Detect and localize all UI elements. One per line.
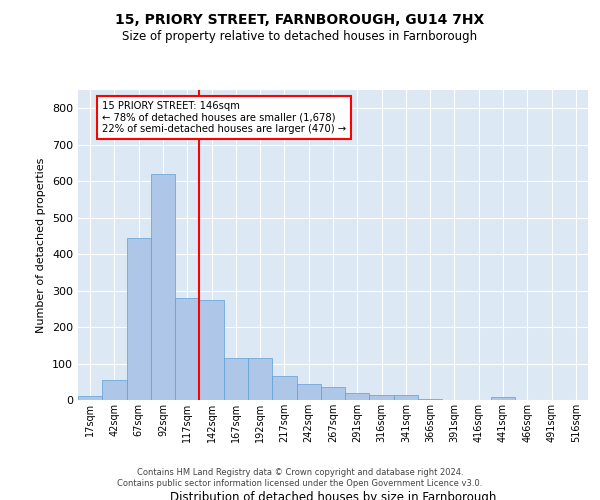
Y-axis label: Number of detached properties: Number of detached properties <box>37 158 46 332</box>
Bar <box>199 300 224 400</box>
Bar <box>224 358 248 400</box>
X-axis label: Distribution of detached houses by size in Farnborough: Distribution of detached houses by size … <box>170 491 496 500</box>
Bar <box>491 397 515 400</box>
Bar <box>321 387 345 400</box>
Bar <box>78 396 102 400</box>
Bar <box>370 394 394 400</box>
Text: 15, PRIORY STREET, FARNBOROUGH, GU14 7HX: 15, PRIORY STREET, FARNBOROUGH, GU14 7HX <box>115 12 485 26</box>
Bar <box>394 394 418 400</box>
Bar <box>175 298 199 400</box>
Bar <box>127 238 151 400</box>
Bar <box>151 174 175 400</box>
Bar <box>345 392 370 400</box>
Bar <box>272 376 296 400</box>
Bar <box>248 358 272 400</box>
Text: 15 PRIORY STREET: 146sqm
← 78% of detached houses are smaller (1,678)
22% of sem: 15 PRIORY STREET: 146sqm ← 78% of detach… <box>102 101 346 134</box>
Bar <box>296 384 321 400</box>
Text: Size of property relative to detached houses in Farnborough: Size of property relative to detached ho… <box>122 30 478 43</box>
Bar <box>102 380 127 400</box>
Text: Contains HM Land Registry data © Crown copyright and database right 2024.
Contai: Contains HM Land Registry data © Crown c… <box>118 468 482 487</box>
